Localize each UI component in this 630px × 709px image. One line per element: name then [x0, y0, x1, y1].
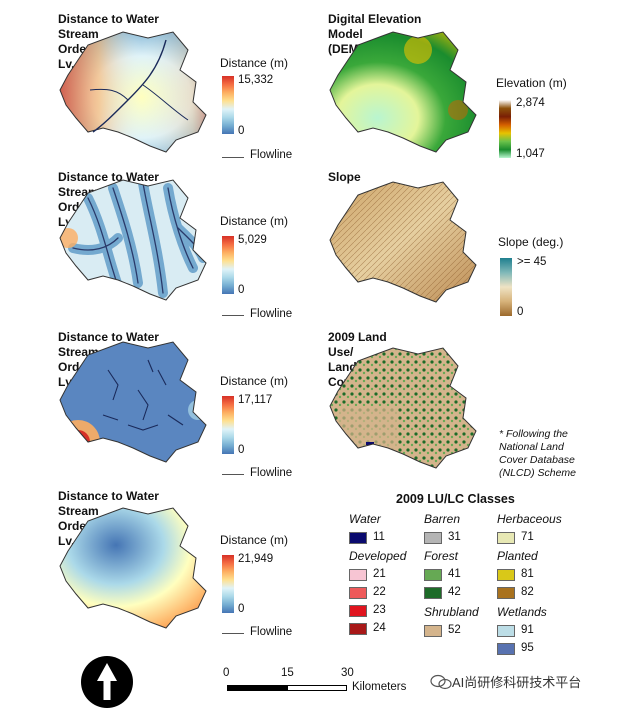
d3-max: 5,029	[238, 234, 267, 246]
nlcd-code-91: 91	[521, 624, 534, 636]
nlcd-code-24: 24	[373, 622, 386, 634]
colorbar-slope	[500, 258, 512, 316]
d2-min: 0	[238, 444, 245, 456]
nlcd-code-52: 52	[448, 624, 461, 636]
panel-d4-title: Distance to Water Stream Order Lv. 4	[58, 12, 159, 71]
north-arrow-icon	[81, 656, 133, 708]
flowline-symbol	[222, 157, 244, 158]
nlcd-group-planted: Planted	[497, 549, 538, 563]
nlcd-code-82: 82	[521, 586, 534, 598]
nlcd-code-81: 81	[521, 568, 534, 580]
scale-tick-15: 15	[281, 667, 294, 679]
d1-max: 21,949	[238, 553, 274, 565]
map-dem	[329, 31, 477, 153]
nlcd-code-41: 41	[448, 568, 461, 580]
nlcd-swatch-82	[497, 587, 515, 599]
d3-min: 0	[238, 284, 245, 296]
nlcd-swatch-52	[424, 625, 442, 637]
colorbar-d2	[222, 396, 234, 454]
d4-flow: Flowline	[250, 149, 293, 161]
map-distance-lv1	[59, 507, 207, 629]
nlcd-legend-title: 2009 LU/LC Classes	[396, 492, 515, 506]
legend-d4-title: Distance (m)	[220, 56, 289, 70]
nlcd-swatch-11	[349, 532, 367, 544]
nlcd-swatch-24	[349, 623, 367, 635]
nlcd-swatch-31	[424, 532, 442, 544]
watermark: AI尚研修科研技术平台	[430, 672, 581, 691]
legend-d1-title: Distance (m)	[220, 533, 289, 547]
map-distance-lv2	[59, 341, 207, 463]
scale-tick-0: 0	[223, 667, 230, 679]
d2-flow: Flowline	[250, 467, 293, 479]
nlcd-swatch-95	[497, 643, 515, 655]
map-lulc	[329, 347, 477, 469]
d2-max: 17,117	[238, 394, 273, 406]
flowline-symbol	[222, 633, 244, 634]
wechat-icon	[430, 674, 452, 689]
legend-d3-title: Distance (m)	[220, 214, 289, 228]
scale-unit: Kilometers	[352, 681, 407, 693]
dem-min: 1,047	[516, 148, 545, 160]
slope-min: 0	[517, 306, 524, 318]
scale-bar	[227, 685, 347, 691]
nlcd-code-31: 31	[448, 531, 461, 543]
colorbar-d1	[222, 555, 234, 613]
nlcd-swatch-22	[349, 587, 367, 599]
legend-dem-title: Elevation (m)	[496, 76, 567, 90]
nlcd-group-developed: Developed	[349, 549, 407, 563]
nlcd-code-11: 11	[373, 531, 385, 543]
nlcd-swatch-81	[497, 569, 515, 581]
panel-d1-title: Distance to Water Stream Order Lv. 1	[58, 489, 159, 548]
watermark-text: AI尚研修科研技术平台	[452, 675, 582, 690]
nlcd-group-wetlands: Wetlands	[497, 605, 547, 619]
nlcd-swatch-42	[424, 587, 442, 599]
legend-d2-title: Distance (m)	[220, 374, 289, 388]
d3-flow: Flowline	[250, 308, 293, 320]
panel-dem-title: Digital Elevation Model (DEM)	[328, 12, 422, 56]
panel-slope-title: Slope	[328, 170, 361, 184]
dem-max: 2,874	[516, 97, 545, 109]
map-distance-lv3	[59, 179, 207, 301]
d4-min: 0	[238, 125, 245, 137]
colorbar-d4	[222, 76, 234, 134]
nlcd-group-shrubland: Shrubland	[424, 605, 479, 619]
nlcd-code-95: 95	[521, 642, 534, 654]
nlcd-code-22: 22	[373, 586, 386, 598]
legend-slope-title: Slope (deg.)	[498, 235, 564, 249]
nlcd-swatch-23	[349, 605, 367, 617]
map-slope	[329, 181, 477, 303]
d1-min: 0	[238, 603, 245, 615]
nlcd-group-barren: Barren	[424, 512, 461, 526]
nlcd-group-forest: Forest	[424, 549, 459, 563]
d4-max: 15,332	[238, 74, 274, 86]
nlcd-code-23: 23	[373, 604, 386, 616]
nlcd-swatch-71	[497, 532, 515, 544]
nlcd-swatch-91	[497, 625, 515, 637]
flowline-symbol	[222, 315, 244, 316]
slope-max: >= 45	[517, 256, 547, 268]
colorbar-d3	[222, 236, 234, 294]
nlcd-swatch-21	[349, 569, 367, 581]
map-distance-lv4	[59, 31, 207, 153]
nlcd-code-21: 21	[373, 568, 386, 580]
nlcd-code-71: 71	[521, 531, 534, 543]
nlcd-group-herbaceous: Herbaceous	[497, 512, 562, 526]
nlcd-swatch-41	[424, 569, 442, 581]
nlcd-group-water: Water	[349, 512, 381, 526]
flowline-symbol	[222, 474, 244, 475]
lulc-note: * Following the National Land Cover Data…	[499, 428, 577, 479]
d1-flow: Flowline	[250, 626, 293, 638]
nlcd-code-42: 42	[448, 586, 461, 598]
scale-tick-30: 30	[341, 667, 354, 679]
colorbar-dem	[499, 100, 511, 158]
